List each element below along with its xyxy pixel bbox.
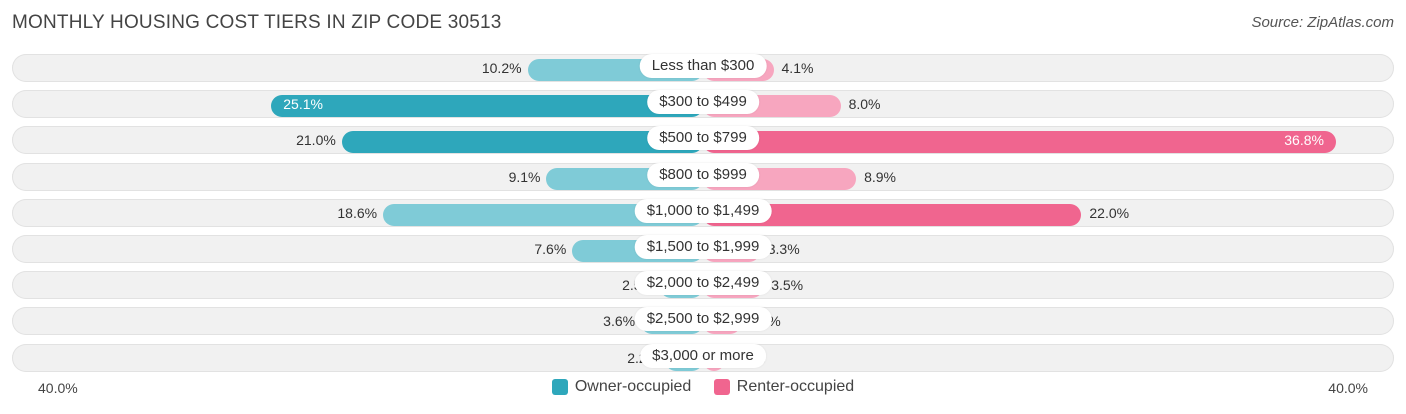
- value-label-renter: 3.3%: [767, 241, 800, 257]
- value-label-renter: 4.1%: [781, 60, 814, 76]
- chart-row: 3.6%2.2%$2,500 to $2,999: [0, 303, 1406, 339]
- legend-item-owner: Owner-occupied: [551, 378, 692, 396]
- value-label-owner: 18.6%: [337, 204, 378, 221]
- chart-row: 2.2%1.3%$3,000 or more: [0, 340, 1406, 376]
- bar-owner-occupied: [271, 95, 703, 118]
- value-label-owner: 9.1%: [508, 168, 541, 185]
- value-label-renter: 22.0%: [1089, 204, 1130, 221]
- chart-row: 9.1% 8.9% $800 to $999: [0, 159, 1406, 195]
- category-label: $2,000 to $2,499: [634, 271, 772, 296]
- value-label-owner: 21.0%: [296, 132, 336, 149]
- chart-row: 7.6% 3.3% $1,500 to $1,999: [0, 231, 1406, 267]
- legend-label-renter: Renter-occupied: [736, 378, 855, 395]
- category-label: Less than $300: [639, 54, 767, 78]
- legend-label-owner: Owner-occupied: [574, 378, 692, 395]
- chart-row: 25.1% 8.0% $300 to $499: [0, 86, 1406, 122]
- chart-source: Source: ZipAtlas.com: [1251, 14, 1394, 31]
- value-label-renter: 36.8%: [1284, 132, 1324, 149]
- value-label-renter: 8.9%: [864, 168, 896, 185]
- chart-title: MONTHLY HOUSING COST TIERS IN ZIP CODE 3…: [12, 12, 502, 33]
- chart-row: 21.0% 36.8% $500 to $799: [0, 122, 1406, 158]
- chart-row: 2.5%3.5%$2,000 to $2,499: [0, 267, 1406, 303]
- chart-legend: Owner-occupied Renter-occupied: [0, 378, 1406, 400]
- category-label: $3,000 or more: [640, 343, 766, 368]
- axis-label-right: 40.0%: [1328, 380, 1368, 396]
- value-label-owner: 3.6%: [603, 313, 636, 330]
- legend-swatch-renter: [713, 379, 730, 395]
- bar-renter-occupied: [703, 203, 1082, 226]
- value-label-owner: 7.6%: [534, 241, 567, 257]
- value-label-owner: 10.2%: [481, 60, 522, 76]
- bar-owner-occupied: [341, 131, 703, 154]
- category-label: $2,500 to $2,999: [634, 307, 772, 332]
- value-label-owner: 25.1%: [283, 96, 323, 113]
- axis-label-left: 40.0%: [38, 380, 78, 396]
- value-label-renter: 3.5%: [771, 277, 804, 294]
- category-label: $1,000 to $1,499: [634, 198, 772, 223]
- category-label: $800 to $999: [647, 162, 759, 187]
- category-label: $300 to $499: [647, 90, 759, 115]
- chart-row: 10.2% 4.1% Less than $300: [0, 50, 1406, 86]
- legend-swatch-owner: [551, 379, 568, 395]
- bar-owner-occupied: [383, 203, 703, 226]
- category-label: $500 to $799: [647, 126, 759, 151]
- value-label-renter: 8.0%: [848, 96, 881, 113]
- chart-row: 18.6% 22.0% $1,000 to $1,499: [0, 195, 1406, 231]
- legend-item-renter: Renter-occupied: [713, 378, 855, 396]
- bar-renter-occupied: [703, 131, 1336, 154]
- category-label: $1,500 to $1,999: [634, 235, 772, 259]
